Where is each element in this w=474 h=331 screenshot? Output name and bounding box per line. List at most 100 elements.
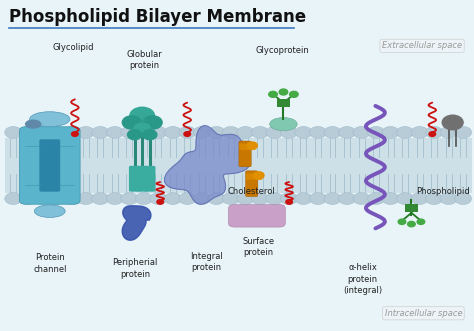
Circle shape <box>266 126 283 138</box>
Circle shape <box>367 193 384 205</box>
Text: Integral
protein: Integral protein <box>190 252 223 272</box>
Text: Peripherial
protein: Peripherial protein <box>112 258 158 279</box>
Text: α-helix
protein
(integral): α-helix protein (integral) <box>343 263 382 295</box>
Circle shape <box>397 193 414 205</box>
FancyBboxPatch shape <box>246 173 262 180</box>
FancyBboxPatch shape <box>239 141 251 167</box>
Text: Protein
channel: Protein channel <box>33 253 66 274</box>
Circle shape <box>77 126 94 138</box>
Circle shape <box>310 126 327 138</box>
Circle shape <box>128 130 142 140</box>
Circle shape <box>324 193 341 205</box>
Circle shape <box>310 193 327 205</box>
Circle shape <box>440 126 457 138</box>
Bar <box>5 138 472 193</box>
FancyBboxPatch shape <box>19 127 80 204</box>
Circle shape <box>92 193 109 205</box>
Circle shape <box>106 193 123 205</box>
Circle shape <box>48 193 65 205</box>
Circle shape <box>251 126 268 138</box>
Circle shape <box>222 126 239 138</box>
FancyBboxPatch shape <box>239 144 255 150</box>
Text: Extracellular space: Extracellular space <box>382 41 462 50</box>
Polygon shape <box>164 125 250 204</box>
Circle shape <box>266 193 283 205</box>
Circle shape <box>338 193 356 205</box>
Circle shape <box>251 193 268 205</box>
Circle shape <box>34 193 51 205</box>
Circle shape <box>254 172 264 179</box>
Circle shape <box>121 126 138 138</box>
Circle shape <box>455 126 472 138</box>
Text: Phospholipid Bilayer Membrane: Phospholipid Bilayer Membrane <box>9 8 307 26</box>
Circle shape <box>382 193 399 205</box>
Circle shape <box>411 193 428 205</box>
Circle shape <box>398 219 406 224</box>
Polygon shape <box>122 206 151 240</box>
Circle shape <box>106 126 123 138</box>
Circle shape <box>237 126 254 138</box>
Circle shape <box>130 107 155 124</box>
FancyBboxPatch shape <box>228 205 285 227</box>
Circle shape <box>442 115 463 130</box>
Text: Glycolipid: Glycolipid <box>53 43 94 52</box>
Circle shape <box>408 221 415 227</box>
Circle shape <box>455 193 472 205</box>
Circle shape <box>122 116 141 129</box>
Circle shape <box>121 193 138 205</box>
Circle shape <box>63 126 80 138</box>
Circle shape <box>164 126 182 138</box>
Circle shape <box>179 193 196 205</box>
Circle shape <box>353 193 370 205</box>
FancyBboxPatch shape <box>277 99 290 107</box>
Circle shape <box>208 126 225 138</box>
Circle shape <box>179 126 196 138</box>
FancyBboxPatch shape <box>246 171 258 197</box>
Circle shape <box>353 126 370 138</box>
Circle shape <box>136 193 153 205</box>
Circle shape <box>286 200 292 204</box>
Circle shape <box>367 126 384 138</box>
Ellipse shape <box>25 119 42 129</box>
Circle shape <box>397 126 414 138</box>
Circle shape <box>193 126 210 138</box>
Circle shape <box>411 126 428 138</box>
Text: Surface
protein: Surface protein <box>242 237 274 257</box>
Circle shape <box>136 126 153 138</box>
Circle shape <box>281 126 298 138</box>
Circle shape <box>295 126 312 138</box>
Circle shape <box>19 193 36 205</box>
Circle shape <box>279 89 288 95</box>
Circle shape <box>5 193 22 205</box>
Circle shape <box>34 126 51 138</box>
Circle shape <box>193 193 210 205</box>
Ellipse shape <box>270 118 297 131</box>
Circle shape <box>164 193 182 205</box>
Ellipse shape <box>34 205 65 217</box>
Circle shape <box>440 193 457 205</box>
Circle shape <box>92 126 109 138</box>
Circle shape <box>150 193 167 205</box>
Circle shape <box>72 132 78 136</box>
Circle shape <box>143 130 157 140</box>
Circle shape <box>143 116 162 129</box>
Circle shape <box>429 132 436 136</box>
Circle shape <box>77 193 94 205</box>
Circle shape <box>63 193 80 205</box>
Circle shape <box>150 126 167 138</box>
Text: Globular
protein: Globular protein <box>127 50 163 70</box>
Circle shape <box>237 193 254 205</box>
Circle shape <box>184 132 191 136</box>
Circle shape <box>157 200 164 204</box>
Circle shape <box>426 126 443 138</box>
Circle shape <box>281 193 298 205</box>
Circle shape <box>382 126 399 138</box>
Circle shape <box>295 193 312 205</box>
FancyBboxPatch shape <box>39 139 60 192</box>
Circle shape <box>5 126 22 138</box>
Circle shape <box>208 193 225 205</box>
FancyBboxPatch shape <box>405 204 418 212</box>
Circle shape <box>269 91 277 97</box>
Circle shape <box>134 123 151 135</box>
FancyBboxPatch shape <box>144 166 155 192</box>
